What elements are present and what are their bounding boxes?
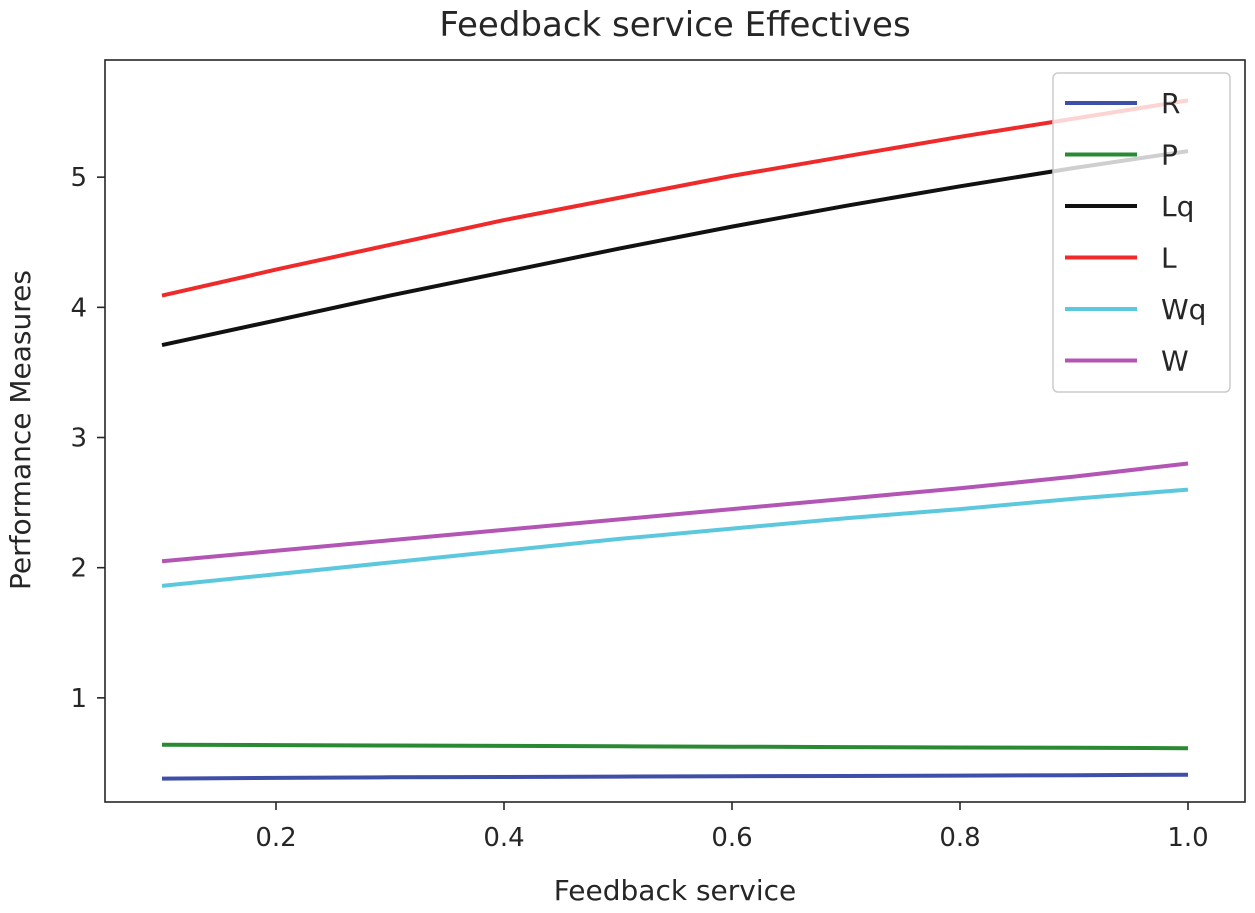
series-line-wq bbox=[161, 487, 1189, 588]
x-tick-label: 0.2 bbox=[255, 823, 296, 853]
legend-label-r: R bbox=[1161, 87, 1180, 120]
legend-label-w: W bbox=[1161, 345, 1189, 378]
legend-box bbox=[1052, 72, 1231, 393]
chart-title: Feedback service Effectives bbox=[439, 5, 910, 45]
x-axis-label: Feedback service bbox=[554, 874, 797, 907]
y-tick-label: 5 bbox=[70, 163, 87, 193]
plot-area-frame bbox=[104, 59, 1246, 803]
legend-label-l: L bbox=[1161, 242, 1177, 275]
y-tick-label: 1 bbox=[70, 684, 87, 714]
series-line-r bbox=[161, 772, 1189, 781]
series-line-w bbox=[161, 461, 1189, 564]
legend-label-wq: Wq bbox=[1161, 293, 1206, 326]
series-line-p bbox=[161, 742, 1189, 751]
x-tick-label: 1.0 bbox=[1167, 823, 1208, 853]
series-lines bbox=[161, 98, 1189, 781]
x-tick-label: 0.8 bbox=[939, 823, 980, 853]
legend: RP Lq L Wq W bbox=[1052, 72, 1231, 393]
series-line-l bbox=[161, 98, 1189, 298]
y-axis-label: Performance Measures bbox=[4, 270, 37, 590]
x-tick-label: 0.4 bbox=[483, 823, 524, 853]
y-tick-label: 4 bbox=[70, 293, 87, 323]
legend-label-p: P bbox=[1161, 139, 1178, 172]
y-tick-label: 2 bbox=[70, 554, 87, 584]
axis-ticks: 0.2 0.4 0.6 0.8 1.0 1 2 3 4 5 bbox=[70, 163, 1208, 853]
legend-label-lq: Lq bbox=[1161, 190, 1194, 223]
x-tick-label: 0.6 bbox=[711, 823, 752, 853]
y-tick-label: 3 bbox=[70, 424, 87, 454]
series-line-lq bbox=[161, 149, 1189, 348]
